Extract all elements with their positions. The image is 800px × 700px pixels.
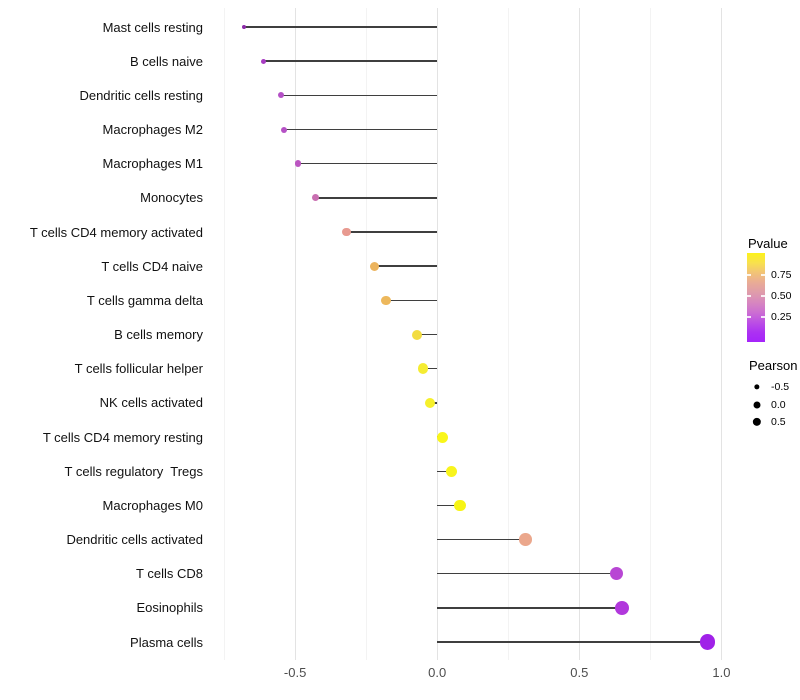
lollipop-stem bbox=[437, 470, 452, 472]
category-label: T cells CD8 bbox=[136, 566, 203, 582]
category-label: T cells CD4 memory activated bbox=[29, 224, 203, 240]
x-tick-label: 0.5 bbox=[570, 665, 589, 680]
colorbar-tick bbox=[761, 273, 765, 276]
category-label: B cells memory bbox=[114, 327, 203, 343]
plot-panel bbox=[207, 8, 730, 660]
lollipop-dot bbox=[417, 363, 429, 374]
colorbar-tick bbox=[747, 316, 751, 319]
lollipop-stem bbox=[417, 333, 438, 336]
lollipop-dot bbox=[342, 227, 351, 237]
category-label: Mast cells resting bbox=[102, 19, 203, 35]
lollipop-stem bbox=[386, 299, 438, 302]
lollipop-stem bbox=[315, 197, 438, 199]
major-gridline bbox=[437, 8, 439, 660]
lollipop-dot bbox=[614, 600, 629, 615]
category-label: Eosinophils bbox=[136, 600, 204, 616]
colorbar-tick bbox=[761, 316, 765, 319]
category-label: Dendritic cells resting bbox=[79, 87, 203, 103]
pearson-size-dot bbox=[753, 401, 761, 408]
pearson-size-label: 0.5 bbox=[771, 415, 786, 428]
category-label: T cells follicular helper bbox=[74, 361, 203, 377]
major-gridline bbox=[295, 8, 297, 660]
lollipop-stem bbox=[283, 128, 438, 131]
lollipop-stem bbox=[263, 60, 438, 62]
minor-gridline bbox=[650, 8, 652, 660]
category-label: Dendritic cells activated bbox=[66, 532, 203, 548]
x-tick-label: 0.0 bbox=[428, 665, 447, 680]
lollipop-dot bbox=[381, 295, 391, 306]
lollipop-dot bbox=[280, 126, 287, 133]
lollipop-dot bbox=[519, 533, 532, 546]
major-gridline bbox=[721, 8, 723, 660]
major-gridline bbox=[579, 8, 581, 660]
pearson-size-dot bbox=[752, 417, 762, 427]
lollipop-stem bbox=[280, 94, 438, 97]
pearson-size-dot bbox=[754, 384, 760, 390]
lollipop-dot bbox=[370, 261, 380, 271]
category-label: Macrophages M0 bbox=[102, 497, 203, 513]
minor-gridline bbox=[224, 8, 226, 660]
pearson-size-label: 0.0 bbox=[771, 398, 786, 411]
minor-gridline bbox=[366, 8, 368, 660]
lollipop-dot bbox=[241, 25, 246, 29]
colorbar-tick-label: 0.50 bbox=[771, 289, 792, 302]
pearson-size-label: -0.5 bbox=[771, 380, 790, 393]
lollipop-dot bbox=[277, 92, 284, 99]
category-label: Macrophages M1 bbox=[102, 156, 203, 172]
lollipop-dot bbox=[294, 160, 302, 167]
lollipop-dot bbox=[412, 329, 423, 340]
colorbar-tick bbox=[761, 294, 765, 297]
pearson-legend-title: Pearson bbox=[749, 358, 798, 373]
lollipop-dot bbox=[699, 634, 715, 650]
colorbar-tick bbox=[747, 273, 751, 276]
category-label: Plasma cells bbox=[130, 634, 203, 650]
x-tick-label: -0.5 bbox=[283, 665, 307, 680]
category-label: B cells naive bbox=[130, 53, 203, 69]
lollipop-stem bbox=[243, 26, 438, 28]
lollipop-stem bbox=[437, 538, 526, 541]
lollipop-stem bbox=[437, 573, 617, 575]
colorbar-tick-label: 0.25 bbox=[771, 311, 792, 323]
category-label: Monocytes bbox=[140, 190, 203, 206]
lollipop-stem bbox=[437, 641, 708, 643]
pvalue-colorbar bbox=[747, 253, 765, 342]
lollipop-stem bbox=[437, 504, 460, 507]
lollipop-stem bbox=[346, 231, 438, 233]
lollipop-dot bbox=[261, 58, 267, 64]
colorbar-tick bbox=[747, 294, 751, 297]
category-label: Macrophages M2 bbox=[102, 122, 203, 137]
category-label: T cells regulatory Tregs bbox=[64, 463, 203, 479]
x-tick-label: 1.0 bbox=[712, 665, 731, 680]
colorbar-tick-label: 0.75 bbox=[771, 268, 792, 281]
lollipop-stem bbox=[437, 607, 622, 609]
lollipop-dot bbox=[424, 397, 436, 409]
lollipop-dot bbox=[609, 566, 624, 581]
pvalue-legend-title: Pvalue bbox=[748, 236, 788, 251]
category-label: T cells gamma delta bbox=[86, 292, 203, 308]
lollipop-stem bbox=[374, 265, 438, 267]
lollipop-dot bbox=[311, 194, 319, 202]
lollipop-dot bbox=[445, 465, 457, 477]
lollipop-dot bbox=[454, 499, 466, 512]
lollipop-dot bbox=[437, 431, 449, 443]
lollipop-stem bbox=[423, 368, 438, 370]
minor-gridline bbox=[508, 8, 510, 660]
category-label: T cells CD4 memory resting bbox=[42, 429, 203, 445]
lollipop-stem bbox=[297, 162, 438, 165]
category-label: NK cells activated bbox=[99, 395, 203, 411]
category-label: T cells CD4 naive bbox=[101, 258, 203, 274]
